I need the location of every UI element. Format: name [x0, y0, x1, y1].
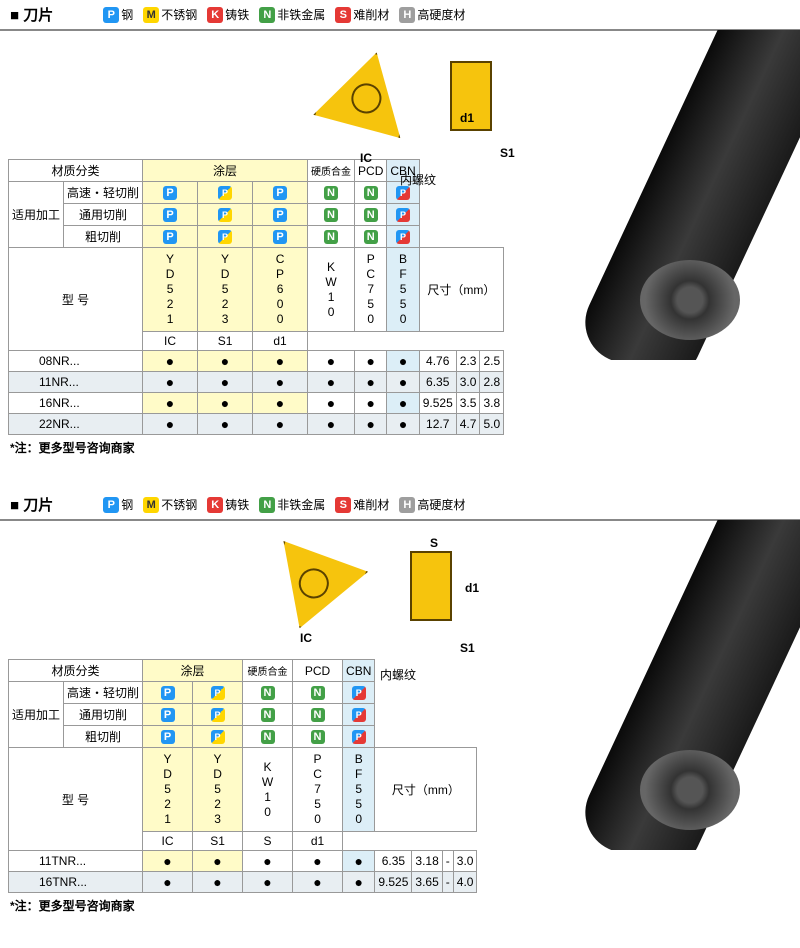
app-header: 适用加工	[9, 182, 64, 248]
grade: YD521	[143, 248, 198, 332]
spec-table-1: 材质分类 涂层 硬质合金 PCD CBN 适用加工 高速・轻切削 P P P N…	[8, 159, 504, 435]
app-row: 粗切削	[64, 226, 143, 248]
table-row: 22NR...●●●●●●12.74.75.0	[9, 414, 504, 435]
badge-s: S	[335, 7, 351, 23]
diagram-label-2: 内螺纹	[380, 666, 416, 683]
legend-1: P钢 M不锈钢 K铸铁 N非铁金属 S难削材 H高硬度材	[103, 6, 473, 23]
header-2: 刀片 P钢 M不锈钢 K铸铁 N非铁金属 S难削材 H高硬度材	[0, 490, 800, 521]
grade: PC750	[355, 248, 387, 332]
dim-ic: IC	[360, 151, 372, 165]
legend-2: P钢 M不锈钢 K铸铁 N非铁金属 S难削材 H高硬度材	[103, 496, 473, 513]
col-s1: S1	[198, 332, 253, 351]
content-2: S d1 IC S1 内螺纹 材质分类 涂层 硬质合金 PCD CBN 适用加工…	[0, 521, 800, 893]
grade: CP600	[253, 248, 308, 332]
badge-n: N	[259, 7, 275, 23]
note-2: *注：更多型号咨询商家	[0, 893, 800, 918]
dim-s1-2: S1	[460, 641, 475, 655]
size-header: 尺寸（mm）	[419, 248, 503, 332]
table-row: 11TNR...●●●●●6.353.18-3.0	[9, 851, 477, 872]
header-1: 刀片 P钢 M不锈钢 K铸铁 N非铁金属 S难削材 H高硬度材	[0, 0, 800, 31]
badge-k: K	[207, 7, 223, 23]
col-d1: d1	[253, 332, 308, 351]
dim-s1: S1	[500, 146, 515, 160]
dim-s: S	[430, 536, 438, 550]
dim-d1-2: d1	[465, 581, 479, 595]
coating-header: 涂层	[143, 160, 308, 182]
dim-ic-2: IC	[300, 631, 312, 645]
app-row: 高速・轻切削	[64, 182, 143, 204]
col-ic: IC	[143, 332, 198, 351]
title-2: 刀片	[10, 494, 53, 515]
dim-d1: d1	[460, 111, 474, 125]
note-1: *注：更多型号咨询商家	[0, 435, 800, 460]
diagram-1: d1 IC S1 内螺纹	[300, 41, 550, 181]
app-row: 通用切削	[64, 204, 143, 226]
mat-header: 材质分类	[9, 160, 143, 182]
badge-p: P	[103, 7, 119, 23]
title-1: 刀片	[10, 4, 53, 25]
table-row: 11NR...●●●●●●6.353.02.8	[9, 372, 504, 393]
section-1: 刀片 P钢 M不锈钢 K铸铁 N非铁金属 S难削材 H高硬度材 d1 IC S1…	[0, 0, 800, 460]
badge-h: H	[399, 7, 415, 23]
table-row: 16TNR...●●●●●9.5253.65-4.0	[9, 872, 477, 893]
grade: KW10	[308, 248, 355, 332]
grade: YD523	[198, 248, 253, 332]
spec-table-2: 材质分类 涂层 硬质合金 PCD CBN 适用加工 高速・轻切削 P P N N…	[8, 659, 477, 893]
diagram-2: S d1 IC S1 内螺纹	[260, 531, 540, 681]
table-row: 08NR...●●●●●●4.762.32.5	[9, 351, 504, 372]
content-1: d1 IC S1 内螺纹 材质分类 涂层 硬质合金 PCD CBN 适用加工 高…	[0, 31, 800, 435]
grade: BF550	[387, 248, 419, 332]
model-header: 型 号	[9, 248, 143, 351]
badge-m: M	[143, 7, 159, 23]
section-2: 刀片 P钢 M不锈钢 K铸铁 N非铁金属 S难削材 H高硬度材 S d1 IC …	[0, 490, 800, 918]
diagram-label-1: 内螺纹	[400, 171, 436, 188]
table-row: 16NR...●●●●●●9.5253.53.8	[9, 393, 504, 414]
